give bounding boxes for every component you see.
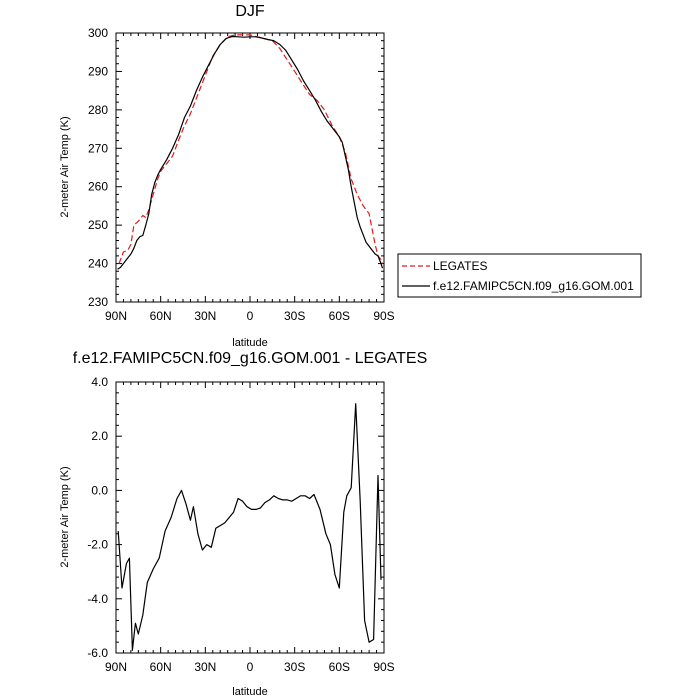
legend-box bbox=[397, 253, 642, 298]
y-tick-label: 4.0 bbox=[91, 375, 108, 389]
x-tick-label: 30N bbox=[194, 309, 216, 323]
chart-djf-temperature: DJF 230 240 250 260 270 280 290 300 90N 60N 30N 0 3… bbox=[59, 3, 395, 349]
x-tick-label: 60N bbox=[150, 309, 172, 323]
y-tick-labels: 230 240 250 260 270 280 290 300 bbox=[88, 26, 108, 309]
y-tick-label: 280 bbox=[88, 103, 108, 117]
x-tick-label: 60S bbox=[329, 660, 350, 674]
axis-ticks bbox=[115, 32, 385, 303]
chart-title: DJF bbox=[235, 3, 265, 20]
series-group bbox=[117, 34, 384, 270]
series-group bbox=[117, 403, 382, 651]
x-tick-label: 90N bbox=[105, 660, 127, 674]
y-tick-label: -4.0 bbox=[87, 592, 108, 606]
chart-temperature-difference: f.e12.FAMIPC5CN.f09_g16.GOM.001 - LEGATE… bbox=[59, 350, 427, 698]
legend-label-model: f.e12.FAMIPC5CN.f09_g16.GOM.001 bbox=[433, 279, 634, 293]
y-tick-label: 270 bbox=[88, 141, 108, 155]
axis-ticks bbox=[115, 381, 385, 654]
y-axis-label: 2-meter Air Temp (K) bbox=[59, 116, 71, 217]
y-tick-label: -2.0 bbox=[87, 538, 108, 552]
x-tick-label: 30S bbox=[284, 309, 305, 323]
series-line-model bbox=[117, 35, 384, 270]
x-tick-label: 90N bbox=[105, 309, 127, 323]
y-tick-label: 240 bbox=[88, 257, 108, 271]
plot-frame bbox=[115, 32, 385, 303]
y-tick-label: 260 bbox=[88, 180, 108, 194]
x-tick-label: 90S bbox=[373, 309, 394, 323]
y-axis-label: 2-meter Air Temp (K) bbox=[59, 466, 71, 567]
x-tick-label: 0 bbox=[247, 309, 254, 323]
x-tick-label: 60N bbox=[150, 660, 172, 674]
series-line-model bbox=[117, 403, 382, 651]
x-tick-label: 30S bbox=[284, 660, 305, 674]
x-tick-label: 60S bbox=[329, 309, 350, 323]
x-tick-label: 0 bbox=[247, 660, 254, 674]
y-tick-label: 290 bbox=[88, 64, 108, 78]
x-axis-label: latitude bbox=[232, 686, 267, 698]
series-line-legates bbox=[118, 34, 384, 264]
legend-label-legates: LEGATES bbox=[433, 259, 487, 273]
x-tick-labels: 90N 60N 30N 0 30S 60S 90S bbox=[105, 309, 395, 323]
y-tick-label: 230 bbox=[88, 295, 108, 309]
x-axis-label: latitude bbox=[232, 337, 267, 349]
legend: LEGATES f.e12.FAMIPC5CN.f09_g16.GOM.001 bbox=[397, 253, 642, 298]
x-tick-label: 90S bbox=[373, 660, 394, 674]
y-tick-label: 250 bbox=[88, 218, 108, 232]
y-tick-labels: -6.0 -4.0 -2.0 0.0 2.0 4.0 bbox=[87, 375, 108, 660]
chart-title: f.e12.FAMIPC5CN.f09_g16.GOM.001 - LEGATE… bbox=[73, 350, 428, 367]
x-tick-labels: 90N 60N 30N 0 30S 60S 90S bbox=[105, 660, 395, 674]
y-tick-label: 0.0 bbox=[91, 483, 108, 497]
x-tick-label: 30N bbox=[194, 660, 216, 674]
y-tick-label: 300 bbox=[88, 26, 108, 40]
y-tick-label: 2.0 bbox=[91, 429, 108, 443]
y-tick-label: -6.0 bbox=[87, 646, 108, 660]
